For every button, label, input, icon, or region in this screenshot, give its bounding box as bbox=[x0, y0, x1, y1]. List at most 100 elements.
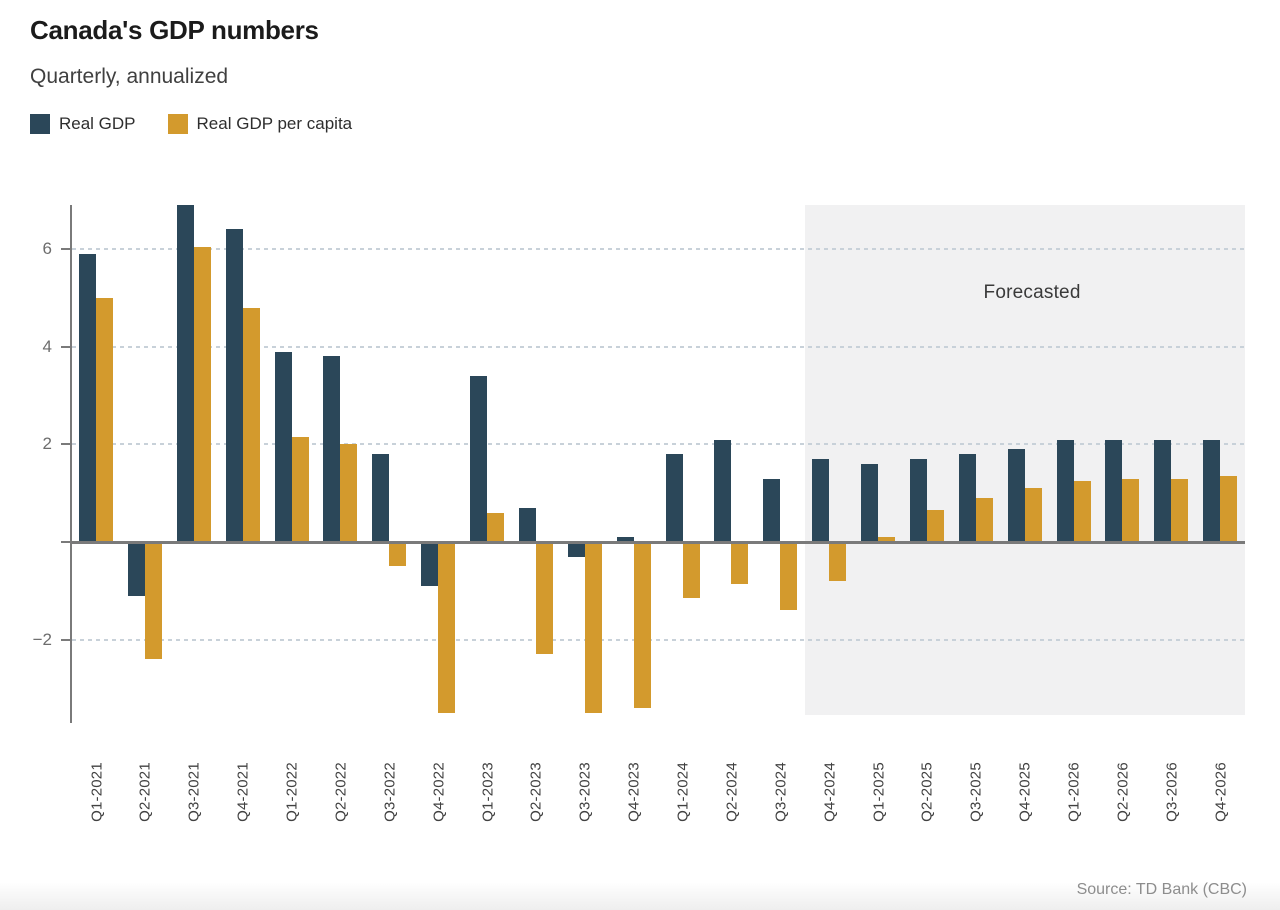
bar-real-gdp bbox=[79, 253, 96, 543]
zero-baseline bbox=[72, 540, 1245, 544]
y-tick-label: −2 bbox=[32, 629, 52, 649]
x-axis-label: Q4-2023 bbox=[625, 762, 643, 822]
bar-real-gdp-per-capita bbox=[1122, 478, 1140, 543]
forecast-band bbox=[805, 205, 1245, 715]
x-axis-label: Q2-2023 bbox=[527, 762, 545, 822]
bar-real-gdp bbox=[616, 537, 634, 543]
x-axis-label: Q1-2023 bbox=[479, 762, 496, 822]
bar-real-gdp bbox=[567, 542, 585, 557]
x-axis-label: Q4-2022 bbox=[430, 762, 448, 822]
legend-label-real-gdp: Real GDP bbox=[59, 114, 136, 133]
forecast-label: Forecasted bbox=[983, 282, 1081, 303]
y-tick bbox=[61, 345, 70, 348]
bar-real-gdp bbox=[225, 229, 243, 542]
x-axis-label: Q1-2025 bbox=[870, 762, 887, 822]
x-axis-label: Q3-2026 bbox=[1163, 762, 1181, 822]
bar-real-gdp bbox=[518, 507, 536, 543]
legend-item-real-gdp: Real GDP bbox=[30, 114, 136, 134]
x-axis-label: Q2-2024 bbox=[723, 762, 741, 822]
bar-real-gdp bbox=[812, 459, 830, 542]
bottom-fade bbox=[0, 882, 1280, 910]
bar-real-gdp bbox=[958, 454, 976, 542]
gridline-4 bbox=[72, 345, 1245, 348]
gridline--2 bbox=[72, 638, 1245, 641]
x-axis-label: Q1-2021 bbox=[88, 762, 105, 822]
bar-real-gdp-per-capita bbox=[438, 542, 456, 714]
source-credit: Source: TD Bank (CBC) bbox=[1077, 881, 1247, 899]
chart-subtitle: Quarterly, annualized bbox=[30, 65, 229, 88]
y-axis-spine bbox=[70, 205, 72, 723]
bar-real-gdp-per-capita bbox=[1024, 488, 1042, 542]
bar-real-gdp-per-capita bbox=[780, 542, 798, 611]
bar-real-gdp-per-capita bbox=[340, 444, 358, 543]
legend-label-real-gdp-per-capita: Real GDP per capita bbox=[196, 114, 353, 133]
x-axis-label: Q3-2023 bbox=[576, 762, 594, 822]
bar-real-gdp bbox=[1056, 439, 1074, 543]
x-axis-label: Q3-2021 bbox=[185, 762, 203, 822]
bar-real-gdp-per-capita bbox=[193, 246, 211, 542]
legend-swatch-real-gdp-per-capita bbox=[167, 114, 188, 134]
legend-item-real-gdp-per-capita: Real GDP per capita bbox=[167, 114, 353, 134]
bar-real-gdp-per-capita bbox=[682, 542, 700, 599]
bar-real-gdp bbox=[323, 356, 341, 542]
bar-real-gdp bbox=[1203, 439, 1221, 543]
bar-real-gdp-per-capita bbox=[242, 307, 260, 543]
x-axis-label: Q2-2026 bbox=[1114, 762, 1132, 822]
y-tick-label: 6 bbox=[42, 238, 52, 258]
bar-real-gdp bbox=[665, 454, 683, 542]
bar-real-gdp bbox=[714, 439, 732, 543]
bar-real-gdp-per-capita bbox=[829, 542, 847, 582]
x-axis-label: Q4-2026 bbox=[1212, 762, 1230, 822]
x-axis-label: Q4-2025 bbox=[1016, 762, 1034, 822]
gridline-6 bbox=[72, 247, 1245, 250]
bar-real-gdp-per-capita bbox=[535, 542, 553, 655]
bar-real-gdp bbox=[861, 463, 878, 543]
bar-real-gdp bbox=[372, 454, 390, 542]
bar-real-gdp bbox=[274, 351, 292, 543]
x-axis-label: Q3-2024 bbox=[772, 762, 790, 822]
bar-real-gdp-per-capita bbox=[1171, 478, 1189, 543]
y-tick bbox=[61, 541, 70, 544]
bar-real-gdp bbox=[421, 542, 439, 587]
y-tick-label: 2 bbox=[42, 434, 52, 454]
y-tick bbox=[61, 638, 70, 641]
y-tick-label: 4 bbox=[42, 336, 52, 356]
bar-real-gdp-per-capita bbox=[731, 542, 749, 584]
bar-real-gdp-per-capita bbox=[1073, 481, 1091, 543]
bar-real-gdp bbox=[1105, 439, 1123, 543]
legend-swatch-real-gdp bbox=[30, 114, 50, 134]
bar-real-gdp bbox=[176, 205, 194, 543]
bar-real-gdp bbox=[127, 542, 145, 596]
bar-real-gdp-per-capita bbox=[975, 498, 993, 543]
bar-real-gdp bbox=[1154, 439, 1172, 543]
bar-real-gdp-per-capita bbox=[389, 542, 407, 567]
x-axis-label: Q3-2022 bbox=[381, 762, 399, 822]
x-axis-label: Q2-2022 bbox=[332, 762, 350, 822]
bar-real-gdp-per-capita bbox=[487, 512, 504, 543]
bar-real-gdp bbox=[909, 459, 927, 542]
x-axis-label: Q1-2022 bbox=[283, 762, 301, 822]
x-axis-label: Q4-2021 bbox=[234, 762, 252, 822]
x-axis-label: Q2-2025 bbox=[918, 762, 936, 822]
x-axis-label: Q1-2026 bbox=[1065, 762, 1083, 822]
x-axis-label: Q4-2024 bbox=[821, 762, 839, 822]
y-tick bbox=[61, 443, 70, 446]
bar-real-gdp bbox=[470, 376, 487, 543]
bar-real-gdp-per-capita bbox=[926, 510, 944, 543]
bar-real-gdp-per-capita bbox=[633, 542, 651, 709]
bar-real-gdp-per-capita bbox=[291, 437, 309, 542]
chart-title: Canada's GDP numbers bbox=[30, 15, 319, 45]
x-axis-label: Q1-2024 bbox=[674, 762, 692, 822]
bar-real-gdp-per-capita bbox=[584, 542, 602, 714]
legend: Real GDP Real GDP per capita bbox=[30, 114, 352, 134]
x-axis-label: Q2-2021 bbox=[136, 762, 154, 822]
y-tick bbox=[61, 247, 70, 250]
x-axis-label: Q3-2025 bbox=[967, 762, 985, 822]
gridline-2 bbox=[72, 443, 1245, 446]
bar-real-gdp-per-capita bbox=[144, 542, 162, 660]
bar-real-gdp-per-capita bbox=[878, 537, 895, 543]
bar-real-gdp bbox=[763, 478, 781, 543]
bar-real-gdp bbox=[1007, 449, 1025, 543]
bar-real-gdp-per-capita bbox=[1220, 476, 1238, 542]
